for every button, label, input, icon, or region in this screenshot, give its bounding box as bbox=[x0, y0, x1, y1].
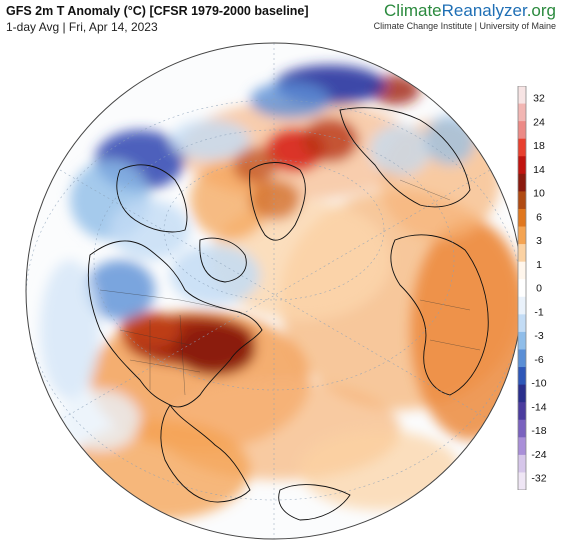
colorbar-swatch bbox=[518, 208, 526, 228]
brand-logo[interactable]: ClimateReanalyzer.org bbox=[374, 1, 556, 20]
graticule bbox=[26, 43, 522, 539]
colorbar-tick-label: -3 bbox=[534, 330, 543, 342]
colorbar-swatch bbox=[518, 402, 526, 421]
political-borders bbox=[99, 179, 481, 396]
colorbar-swatch bbox=[518, 191, 526, 210]
colorbar-swatch bbox=[518, 173, 526, 192]
colorbar-swatch bbox=[518, 314, 526, 333]
brand-name-part3: .org bbox=[526, 1, 556, 20]
colorbar-swatch bbox=[518, 331, 526, 350]
colorbar-tick-label: 14 bbox=[533, 164, 545, 176]
colorbar-swatch bbox=[518, 138, 526, 157]
colorbar-tick-label: -18 bbox=[531, 425, 546, 437]
colorbar-tick-label: -14 bbox=[531, 401, 546, 413]
colorbar-swatch bbox=[518, 226, 526, 245]
colorbar-frame bbox=[517, 86, 527, 490]
colorbar-tick-label: 10 bbox=[533, 188, 545, 200]
colorbar-tick-label: -24 bbox=[531, 449, 546, 461]
globe-surface bbox=[26, 43, 522, 539]
colorbar-tick-label: 32 bbox=[533, 93, 545, 105]
colorbar-tick-label: 18 bbox=[533, 140, 545, 152]
colorbar-swatch bbox=[518, 103, 526, 122]
brand-name-part1: Climate bbox=[384, 1, 442, 20]
colorbar-tick-label: 6 bbox=[536, 211, 542, 223]
colorbar-swatch bbox=[518, 437, 526, 456]
brand-block[interactable]: ClimateReanalyzer.org Climate Change Ins… bbox=[374, 1, 556, 31]
colorbar-tick-label: 3 bbox=[536, 235, 542, 247]
colorbar-swatch bbox=[518, 261, 526, 280]
colorbar-swatch bbox=[518, 156, 526, 175]
colorbar-swatch bbox=[518, 86, 526, 105]
map-title: GFS 2m T Anomaly (°C) [CFSR 1979-2000 ba… bbox=[6, 4, 309, 18]
colorbar-tick-label: -32 bbox=[531, 473, 546, 485]
colorbar-swatch bbox=[518, 349, 526, 368]
colorbar-swatch bbox=[518, 279, 526, 298]
colorbar-tick-label: 0 bbox=[536, 283, 542, 295]
colorbar-swatch bbox=[518, 419, 526, 438]
colorbar-swatches bbox=[518, 86, 526, 490]
colorbar-tick-label: 24 bbox=[533, 116, 545, 128]
brand-affiliation: Climate Change Institute | University of… bbox=[373, 21, 556, 31]
colorbar-swatch bbox=[518, 244, 526, 263]
colorbar-tick-label: 1 bbox=[536, 259, 542, 271]
colorbar-swatch bbox=[518, 296, 526, 315]
brand-name-part2: Reanalyzer bbox=[441, 1, 527, 20]
colorbar-tick-label: -1 bbox=[534, 306, 543, 318]
anomaly-field bbox=[40, 65, 522, 520]
colorbar-swatch bbox=[518, 121, 526, 140]
colorbar-swatch bbox=[518, 384, 526, 403]
colorbar-tick-label: -6 bbox=[534, 354, 543, 366]
colorbar-swatch bbox=[518, 367, 526, 386]
colorbar-swatch bbox=[518, 454, 526, 473]
colorbar-tick-label: -10 bbox=[531, 378, 546, 390]
coastlines bbox=[87, 107, 489, 521]
map-subtitle: 1-day Avg | Fri, Apr 14, 2023 bbox=[6, 20, 158, 34]
colorbar-swatch bbox=[518, 472, 526, 490]
